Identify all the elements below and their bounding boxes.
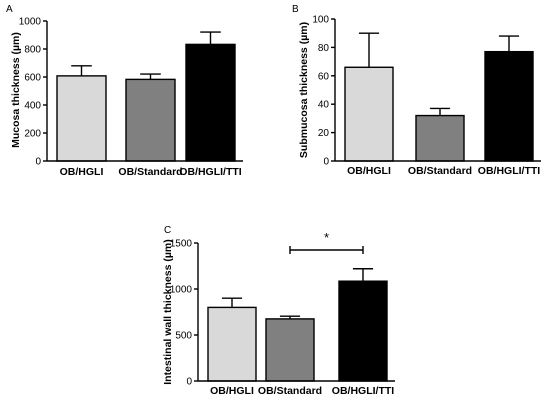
bar-b-2 — [415, 114, 465, 162]
error-bar-c-3 — [352, 268, 374, 282]
significance-bracket-c — [289, 246, 364, 254]
error-bar-c-1 — [221, 297, 243, 308]
bar-a-1 — [56, 75, 107, 162]
y-tick-label-c-0: 0 — [186, 377, 192, 388]
error-bar-a-2 — [140, 73, 161, 80]
error-bar-a-3 — [200, 31, 221, 45]
category-label-c-2: OB/Standard — [258, 385, 322, 397]
panel-letter-c: C — [164, 225, 171, 236]
y-tick-label-a-200: 200 — [24, 129, 41, 140]
y-axis-label-c: Intestinal wall thickness (µm) — [162, 239, 174, 385]
bar-a-3 — [185, 43, 236, 162]
significance-label-c: * — [324, 230, 329, 245]
bar-b-3 — [484, 50, 534, 162]
y-tick-label-c-1500: 1500 — [170, 239, 193, 250]
panel-letter-a: A — [6, 4, 13, 15]
category-label-b-3: OB/HGLI/TTI — [478, 165, 540, 177]
y-tick-label-b-40: 40 — [318, 100, 330, 111]
y-tick-label-a-800: 800 — [24, 45, 41, 56]
y-axis-label-b: Submucosa thickness (µm) — [298, 22, 310, 158]
category-label-b-2: OB/Standard — [408, 165, 472, 177]
y-axis-label-a: Mucosa thickness (µm) — [10, 32, 22, 148]
category-label-c-3: OB/HGLI/TTI — [332, 385, 394, 397]
error-bar-b-2 — [429, 107, 451, 116]
category-label-a-1: OB/HGLI — [60, 166, 104, 178]
category-label-a-3: OB/HGLI/TTI — [179, 166, 241, 178]
panel-c: C Intestinal wall thickness (µm) OB/HGLI O… — [162, 225, 395, 397]
y-tick-label-a-600: 600 — [24, 73, 41, 84]
y-tick-label-c-500: 500 — [175, 331, 192, 342]
category-label-c-1: OB/HGLI — [210, 385, 254, 397]
y-tick-label-b-100: 100 — [312, 15, 329, 26]
bar-a-2 — [125, 78, 176, 162]
bar-c-3 — [338, 280, 388, 382]
y-tick-label-a-0: 0 — [35, 157, 41, 168]
bar-b-1 — [344, 66, 394, 162]
y-tick-label-b-80: 80 — [318, 43, 330, 54]
y-tick-label-b-20: 20 — [318, 128, 330, 139]
category-label-b-1: OB/HGLI — [347, 165, 391, 177]
y-tick-label-b-0: 0 — [323, 157, 329, 168]
bar-c-1 — [207, 306, 257, 382]
bar-c-2 — [265, 318, 315, 382]
error-bar-b-1 — [358, 32, 380, 68]
error-bar-a-1 — [71, 65, 92, 76]
error-bar-c-2 — [279, 315, 301, 319]
panel-letter-b: B — [292, 4, 299, 15]
category-label-a-2: OB/Standard — [118, 166, 182, 178]
y-tick-label-c-1000: 1000 — [170, 285, 193, 296]
error-bar-b-3 — [498, 35, 520, 52]
panel-b: B Submucosa thickness (µm) OB/HGLI OB/Stan… — [292, 4, 541, 177]
panel-a: A Mucosa thickness (µm) OB/HGLI OB/Standar… — [6, 4, 243, 178]
y-tick-label-b-60: 60 — [318, 71, 330, 82]
y-tick-label-a-400: 400 — [24, 101, 41, 112]
y-tick-label-a-1000: 1000 — [19, 17, 42, 28]
